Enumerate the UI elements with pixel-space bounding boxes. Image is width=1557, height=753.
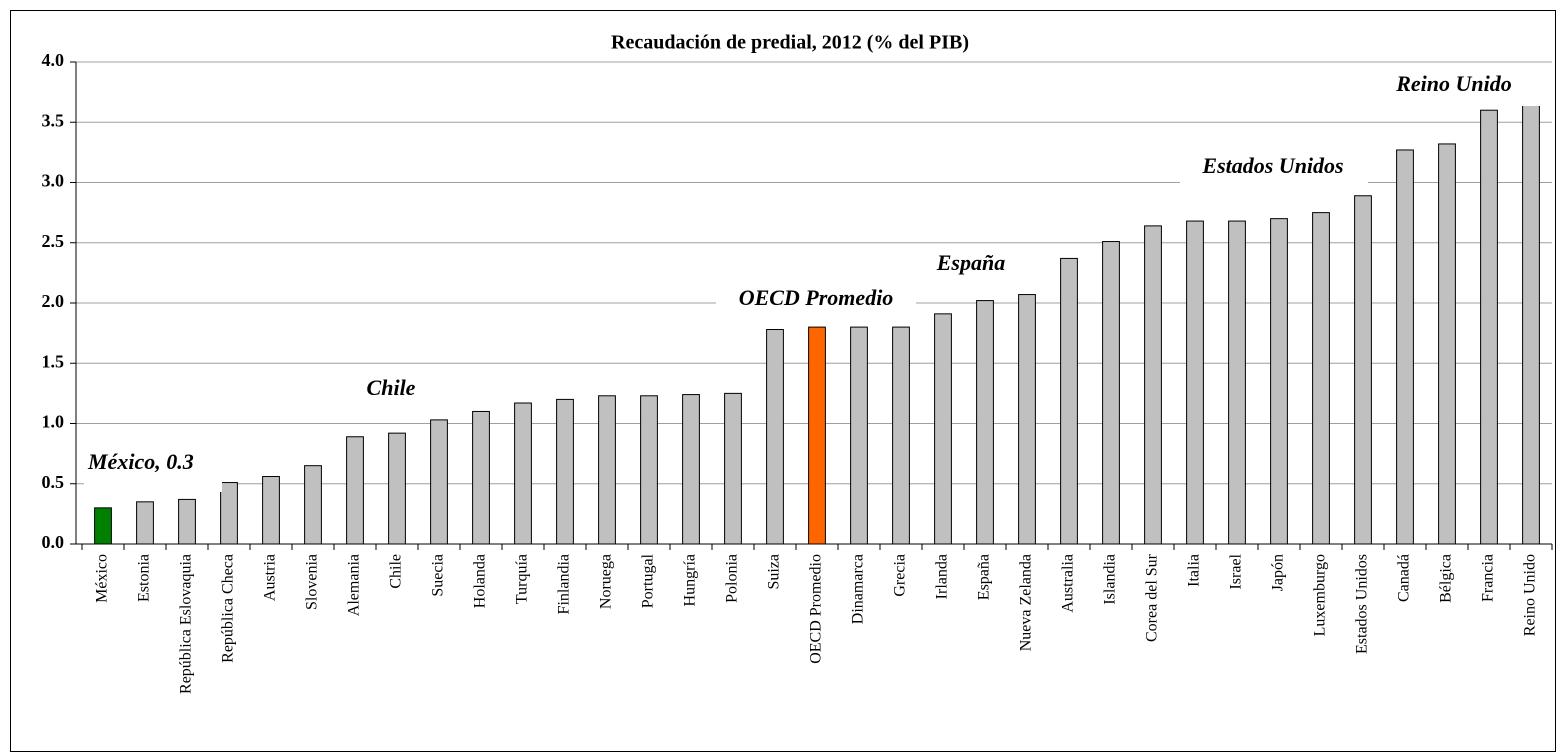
x-tick-label: Luxemburgo [1312, 554, 1329, 636]
x-tick-label: Slovenia [304, 554, 321, 610]
bar [598, 395, 616, 545]
x-tick-label: Austria [262, 554, 279, 601]
bar [1228, 220, 1246, 545]
bar [1522, 71, 1540, 545]
annotation: México, 0.3 [87, 449, 194, 474]
x-tick-label: Chile [388, 554, 405, 589]
x-tick-label: Finlandia [556, 554, 573, 614]
x-tick-label: República Eslovaquia [178, 554, 195, 694]
y-tick-label: 0.0 [42, 532, 65, 552]
y-tick-label: 4.0 [42, 50, 65, 70]
bar [808, 326, 826, 545]
x-tick-label: Alemania [346, 554, 363, 616]
annotation: Reino Unido [1395, 71, 1512, 96]
y-tick-label: 0.5 [42, 472, 65, 492]
x-tick-label: México [94, 554, 111, 603]
bar [1018, 294, 1036, 545]
x-tick-label: Japón [1270, 554, 1287, 591]
bar [724, 392, 742, 545]
annotation: España [936, 250, 1005, 275]
annotation-bg [1362, 66, 1546, 106]
x-tick-label: Turquía [514, 554, 531, 604]
x-tick-label: Dinamarca [850, 554, 867, 624]
x-tick-label: Nueva Zelanda [1018, 554, 1035, 651]
bar [262, 476, 280, 545]
bar [514, 402, 532, 545]
x-tick-label: Australia [1060, 554, 1077, 613]
y-tick-label: 2.5 [42, 231, 65, 251]
x-tick-label: OECD Promedio [808, 554, 825, 664]
annotation: OECD Promedio [739, 285, 894, 310]
x-tick-label: Hungría [682, 554, 699, 606]
x-tick-label: Suiza [766, 554, 783, 590]
x-tick-label: Holanda [472, 554, 489, 608]
bar [766, 329, 784, 545]
bar [1438, 143, 1456, 545]
x-tick-label: Estonia [136, 554, 153, 602]
x-tick-label: República Checa [220, 554, 237, 663]
bar [388, 432, 406, 545]
bar [850, 326, 868, 545]
y-tick-label: 3.5 [42, 110, 65, 130]
annotation-bg [352, 370, 430, 410]
annotation: Estados Unidos [1201, 153, 1343, 178]
bar [976, 300, 994, 545]
x-tick-label: Corea del Sur [1144, 553, 1161, 642]
bar [1270, 218, 1288, 545]
bar [178, 498, 196, 545]
bar [346, 436, 364, 545]
bar [682, 394, 700, 545]
x-tick-label: Polonia [724, 554, 741, 603]
bar [1354, 195, 1372, 545]
annotation-bg [1180, 148, 1368, 188]
annotation: Chile [367, 375, 416, 400]
bar [1312, 212, 1330, 545]
annotation-bg [932, 245, 1032, 285]
x-tick-label: Portugal [640, 553, 657, 608]
bar [220, 482, 238, 545]
bar [892, 326, 910, 545]
bar [556, 398, 574, 545]
x-tick-label: Irlanda [934, 554, 951, 599]
x-tick-label: Suecia [430, 554, 447, 597]
bar [136, 501, 154, 545]
bar [640, 395, 658, 545]
x-tick-label: Bélgica [1438, 554, 1455, 603]
x-tick-label: Canadá [1396, 554, 1413, 602]
bar [1102, 241, 1120, 545]
x-tick-label: España [976, 554, 993, 600]
y-tick-label: 3.0 [42, 171, 65, 191]
bar [934, 313, 952, 545]
x-tick-label: Islandia [1102, 554, 1119, 605]
bar [430, 419, 448, 545]
bar [1060, 257, 1078, 545]
y-tick-label: 2.0 [42, 291, 65, 311]
bar [1396, 149, 1414, 545]
x-tick-label: Israel [1228, 553, 1245, 589]
bar [472, 410, 490, 545]
annotation-bg [84, 444, 222, 492]
x-tick-label: Estados Unidos [1354, 554, 1371, 654]
x-tick-label: Grecia [892, 554, 909, 597]
bar [1144, 225, 1162, 545]
y-tick-label: 1.0 [42, 412, 65, 432]
bar [94, 507, 112, 545]
chart-title: Recaudación de predial, 2012 (% del PIB) [611, 32, 969, 54]
bar [1480, 109, 1498, 545]
x-tick-label: Noruega [598, 554, 615, 609]
bar [304, 465, 322, 545]
x-tick-label: Reino Unido [1522, 554, 1539, 636]
y-tick-label: 1.5 [42, 351, 65, 371]
annotation-bg [716, 280, 916, 320]
x-tick-label: Italia [1186, 554, 1203, 587]
bar [1186, 220, 1204, 545]
x-tick-label: Francia [1480, 554, 1497, 602]
